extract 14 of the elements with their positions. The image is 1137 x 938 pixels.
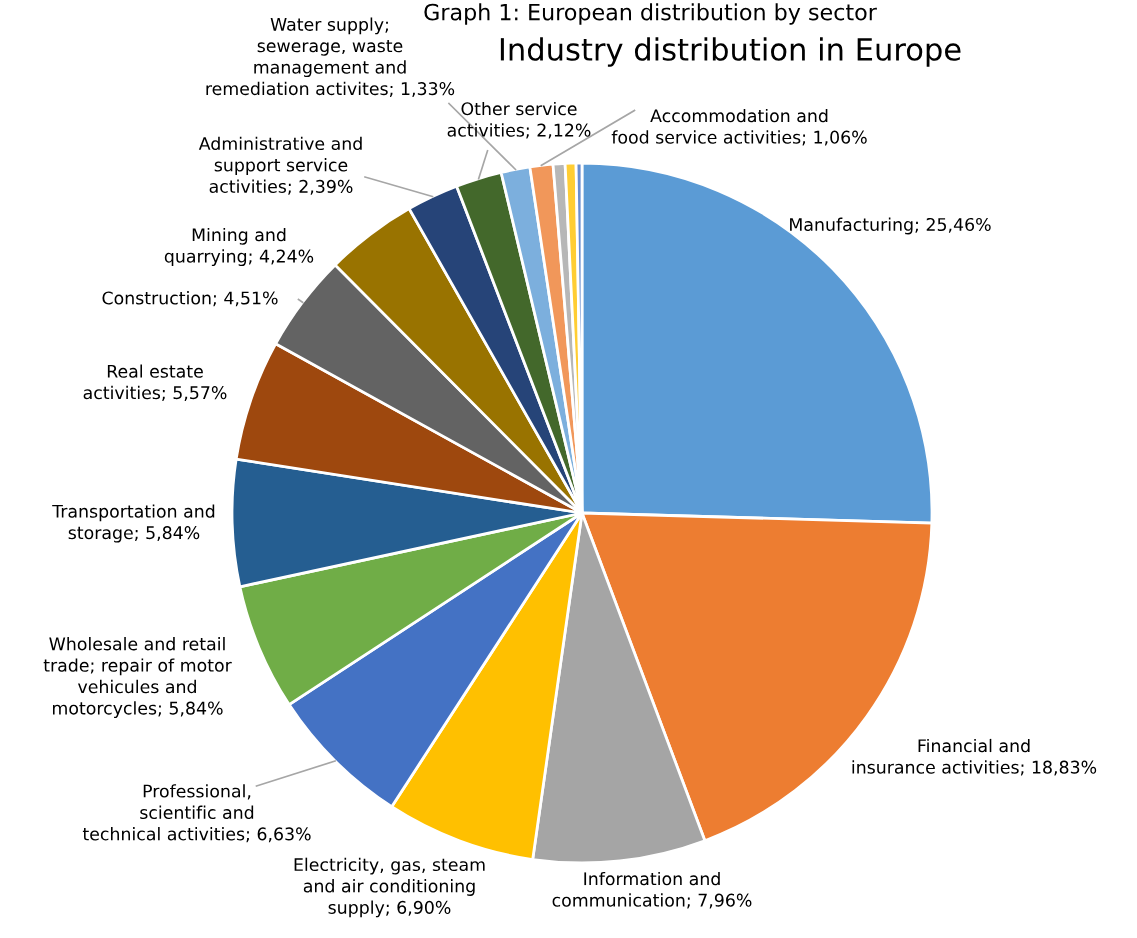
slice-label: Financial and insurance activities; 18,83% xyxy=(852,738,1097,776)
slice-label: Mining and quarrying; 4,24% xyxy=(164,227,314,267)
slice-label: Electricity, gas, steam and air conditioning supply; 6,90% xyxy=(294,857,485,918)
slice-label: Administrative and support service activities; 2,39% xyxy=(198,136,362,195)
slice-label: Other service activities; 2,12% xyxy=(447,101,591,139)
text: Industry distribution in Europe xyxy=(500,37,961,67)
slice-label: Transportation and storage; 5,84% xyxy=(52,504,215,543)
slice-label: Wholesale and retail trade; repair of motor vehicules and motorcycles; 5,84% xyxy=(43,636,232,719)
slice-label: Professional, scientific and technical activities; 6,63% xyxy=(82,784,311,843)
slice-label: Manufacturing; 25,46% xyxy=(790,217,991,235)
slice-label: Construction; 4,51% xyxy=(102,291,278,307)
slice-label: Accommodation and food service activities; 1,06% xyxy=(611,108,867,146)
slice-label: Information and communication; 7,96% xyxy=(552,871,752,909)
slice-label: Real estate activities; 5,57% xyxy=(83,364,227,402)
